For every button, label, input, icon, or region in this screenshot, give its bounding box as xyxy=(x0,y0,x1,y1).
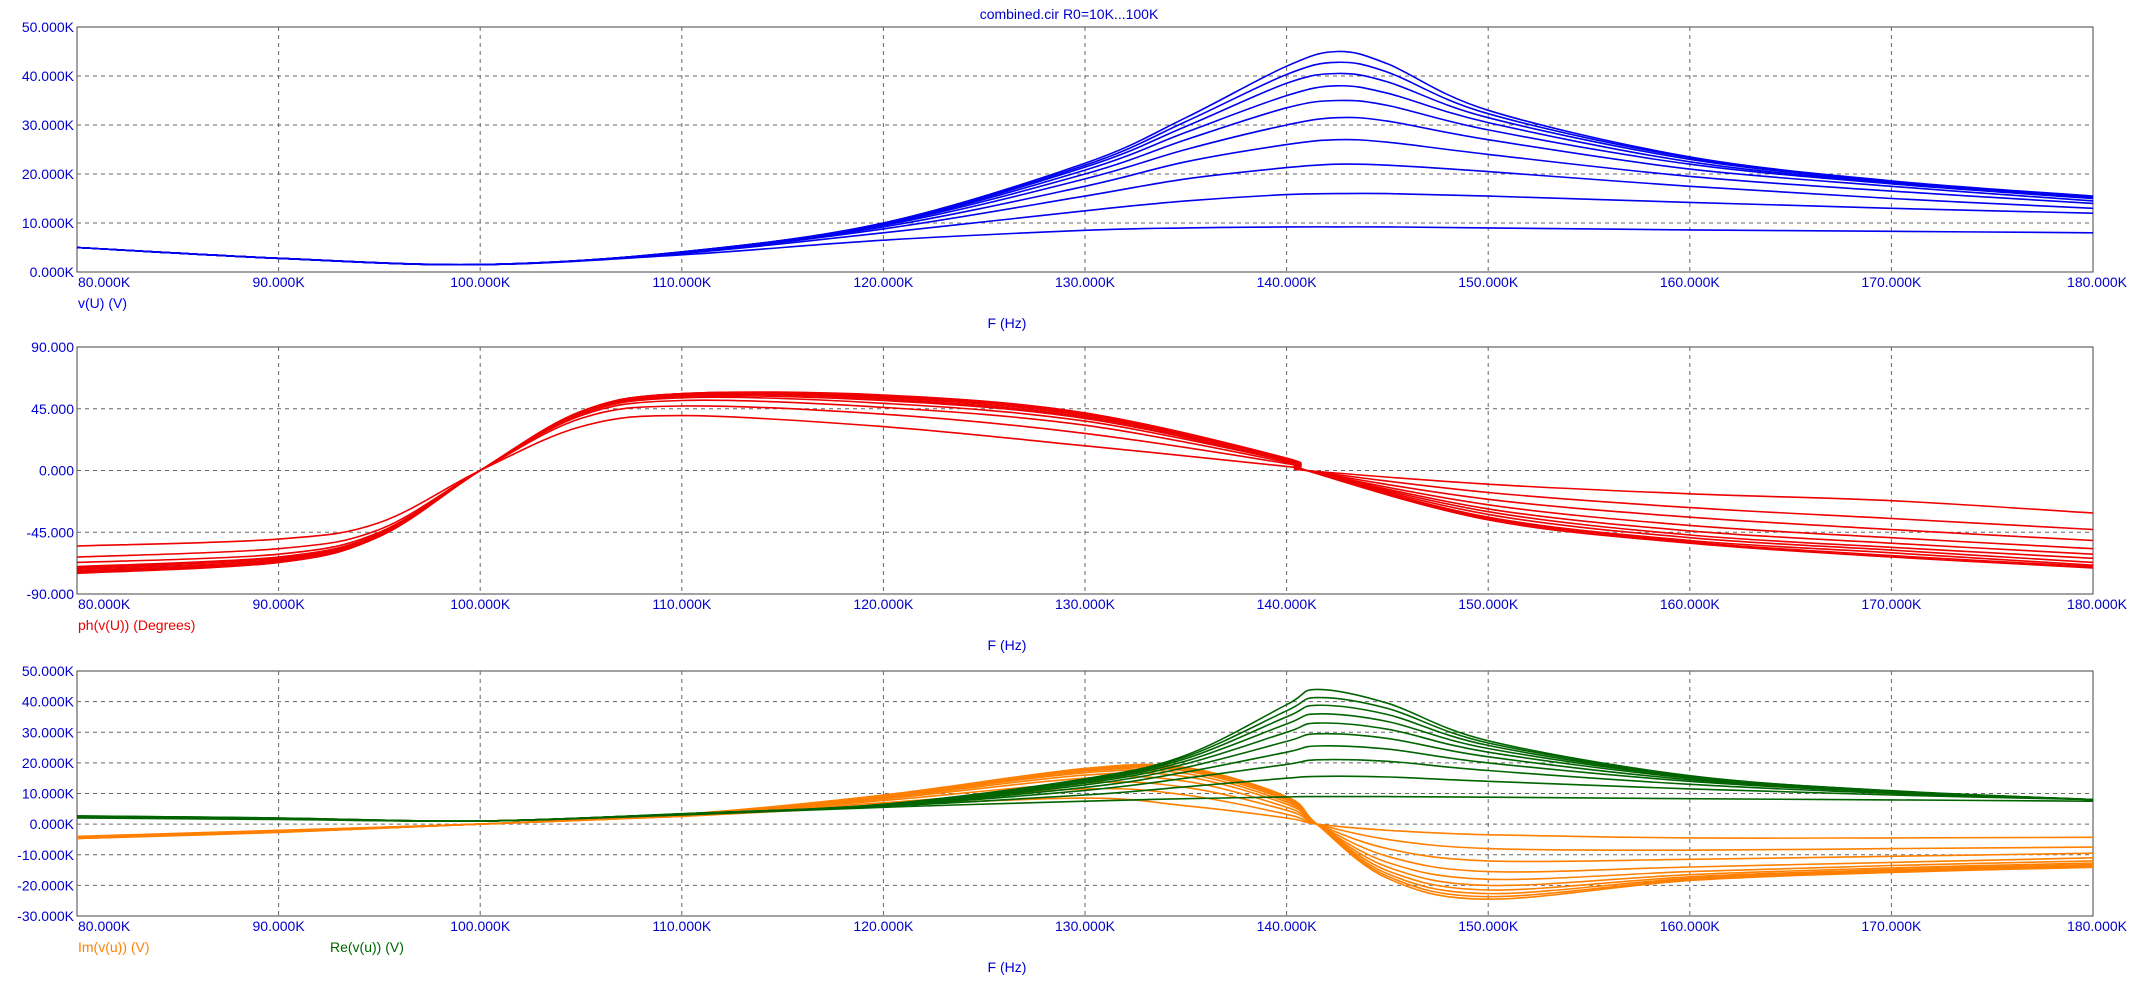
y-tick-label: 50.000K xyxy=(22,19,75,35)
y-tick-label: 10.000K xyxy=(22,786,75,802)
x-axis-label: F (Hz) xyxy=(988,315,1027,331)
y-tick-label: 0.000 xyxy=(39,463,74,479)
x-tick-label: 90.000K xyxy=(253,596,306,612)
x-tick-label: 170.000K xyxy=(1861,274,1922,290)
y-tick-label: 50.000K xyxy=(22,663,75,679)
x-tick-label: 170.000K xyxy=(1861,918,1922,934)
y-tick-label: 20.000K xyxy=(22,755,75,771)
x-tick-label: 160.000K xyxy=(1660,918,1721,934)
y-tick-label: 90.000 xyxy=(31,339,74,355)
y-tick-label: 40.000K xyxy=(22,694,75,710)
series-line xyxy=(76,688,2094,823)
x-tick-label: 110.000K xyxy=(652,274,712,290)
y-tick-label: -20.000K xyxy=(17,877,74,893)
x-tick-label: 140.000K xyxy=(1257,918,1318,934)
x-tick-label: 160.000K xyxy=(1660,596,1721,612)
x-tick-label: 120.000K xyxy=(853,274,914,290)
x-tick-label: 90.000K xyxy=(253,274,306,290)
series-line xyxy=(76,50,2094,266)
x-tick-label: 140.000K xyxy=(1257,274,1318,290)
x-tick-label: 80.000K xyxy=(78,274,131,290)
panel-phase: 80.000K 90.000K 100.000K 110.000K 120.000K 13… xyxy=(27,339,2128,653)
chart-title: combined.cir R0=10K...100K xyxy=(980,6,1159,22)
x-tick-label: 180.000K xyxy=(2067,274,2128,290)
y-tick-label: 30.000K xyxy=(22,117,75,133)
x-tick-label: 100.000K xyxy=(450,274,511,290)
x-tick-label: 110.000K xyxy=(652,596,712,612)
x-tick-label: 160.000K xyxy=(1660,274,1721,290)
x-tick-label: 150.000K xyxy=(1458,918,1519,934)
x-tick-label: 170.000K xyxy=(1861,596,1922,612)
x-tick-label: 130.000K xyxy=(1055,918,1116,934)
y-tick-label: 40.000K xyxy=(22,68,75,84)
legend-label: Im(v(u)) (V) xyxy=(78,939,150,955)
y-tick-label: -30.000K xyxy=(17,908,74,924)
x-axis-label: F (Hz) xyxy=(988,959,1027,975)
x-tick-label: 120.000K xyxy=(853,596,914,612)
x-axis-label: F (Hz) xyxy=(988,637,1027,653)
x-tick-label: 180.000K xyxy=(2067,918,2128,934)
x-tick-label: 100.000K xyxy=(450,596,511,612)
y-tick-label: 20.000K xyxy=(22,166,75,182)
y-tick-label: 45.000 xyxy=(31,401,74,417)
legend-label: ph(v(U)) (Degrees) xyxy=(78,617,195,633)
x-tick-label: 140.000K xyxy=(1257,596,1318,612)
x-tick-label: 130.000K xyxy=(1055,596,1116,612)
x-tick-label: 80.000K xyxy=(78,918,131,934)
panel-reim: 80.000K 90.000K 100.000K 110.000K 120.000K 13… xyxy=(17,663,2127,975)
legend-label: v(U) (V) xyxy=(78,295,127,311)
x-tick-label: 100.000K xyxy=(450,918,511,934)
x-tick-label: 90.000K xyxy=(253,918,306,934)
series-line xyxy=(76,396,2094,568)
panel-mag: 80.000K 90.000K 100.000K 110.000K 120.000K 13… xyxy=(22,19,2128,331)
x-tick-label: 110.000K xyxy=(652,918,712,934)
x-tick-label: 180.000K xyxy=(2067,596,2128,612)
series-line xyxy=(76,405,2094,558)
x-tick-label: 150.000K xyxy=(1458,596,1519,612)
y-tick-label: -90.000 xyxy=(27,586,75,602)
legend-label: Re(v(u)) (V) xyxy=(330,939,404,955)
y-tick-label: 0.000K xyxy=(30,816,75,832)
y-tick-label: -45.000 xyxy=(27,524,75,540)
x-tick-label: 130.000K xyxy=(1055,274,1116,290)
series-line xyxy=(76,399,2094,564)
series-line xyxy=(76,391,2094,575)
series-line xyxy=(76,414,2094,547)
y-tick-label: 30.000K xyxy=(22,724,75,740)
y-tick-label: 0.000K xyxy=(30,264,75,280)
series-line xyxy=(76,393,2094,571)
x-tick-label: 80.000K xyxy=(78,596,131,612)
x-tick-label: 150.000K xyxy=(1458,274,1519,290)
y-tick-label: 10.000K xyxy=(22,215,75,231)
x-tick-label: 120.000K xyxy=(853,918,914,934)
y-tick-label: -10.000K xyxy=(17,847,74,863)
